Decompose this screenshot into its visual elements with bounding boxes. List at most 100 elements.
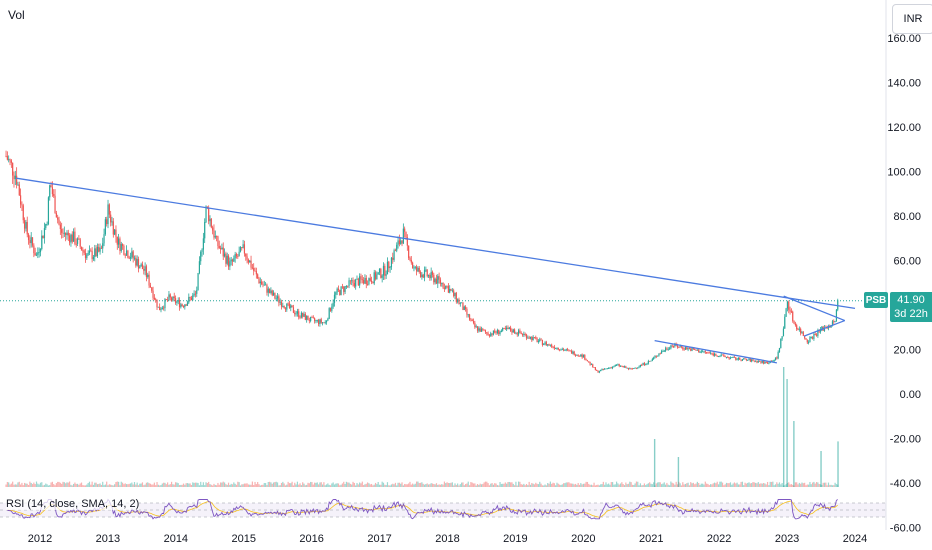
volume-bar bbox=[633, 484, 635, 487]
volume-bar bbox=[196, 482, 198, 487]
candle-body bbox=[131, 251, 133, 258]
volume-bar bbox=[173, 484, 175, 487]
volume-bar bbox=[381, 481, 383, 487]
candle-body bbox=[800, 328, 802, 334]
volume-bar bbox=[394, 482, 397, 487]
volume-bar bbox=[75, 483, 77, 487]
candle-body bbox=[86, 254, 88, 259]
candle-body bbox=[310, 316, 312, 321]
candle-body bbox=[214, 235, 216, 238]
candle-body bbox=[13, 175, 15, 180]
candle-body bbox=[593, 367, 595, 369]
candle-body bbox=[700, 351, 702, 353]
rsi-indicator-label[interactable]: RSI (14, close, SMA, 14, 2) bbox=[6, 498, 140, 510]
volume-label: Vol bbox=[8, 8, 25, 22]
candle-body bbox=[725, 356, 728, 358]
volume-bar bbox=[76, 483, 79, 487]
candle-body bbox=[811, 337, 814, 339]
candle-body bbox=[135, 257, 137, 266]
volume-bar bbox=[55, 483, 57, 487]
candle-body bbox=[631, 368, 634, 370]
volume-bar bbox=[324, 485, 326, 487]
candle-body bbox=[84, 252, 87, 259]
volume-spike bbox=[782, 367, 785, 487]
volume-bar bbox=[217, 482, 219, 487]
candle-body bbox=[286, 303, 288, 310]
volume-bar bbox=[698, 482, 700, 487]
volume-bar bbox=[646, 484, 648, 487]
candle-body bbox=[49, 185, 51, 198]
candle-body bbox=[529, 336, 532, 339]
volume-bar bbox=[325, 484, 328, 487]
volume-bar bbox=[531, 482, 533, 487]
candle-body bbox=[760, 361, 762, 363]
volume-bar bbox=[434, 484, 436, 487]
candle-body bbox=[604, 368, 606, 370]
candle-body bbox=[617, 364, 619, 366]
candle-body bbox=[496, 329, 498, 334]
candle-body bbox=[765, 362, 767, 363]
volume-bar bbox=[382, 482, 385, 487]
candle-body bbox=[511, 330, 513, 333]
y-tick-label: 160.00 bbox=[887, 33, 921, 45]
volume-bar bbox=[450, 482, 452, 487]
volume-bar bbox=[725, 482, 728, 487]
volume-bar bbox=[614, 484, 616, 487]
candle-body bbox=[683, 348, 685, 350]
volume-bar bbox=[418, 483, 420, 487]
volume-bar bbox=[82, 485, 84, 487]
candle-body bbox=[690, 348, 692, 351]
candle-body bbox=[782, 328, 785, 337]
volume-bar bbox=[110, 484, 112, 487]
volume-bar bbox=[532, 483, 534, 487]
volume-bar bbox=[223, 482, 226, 487]
candle-body bbox=[759, 360, 761, 362]
candle-body bbox=[169, 294, 171, 298]
volume-bar bbox=[717, 484, 720, 487]
volume-bar bbox=[45, 483, 47, 487]
volume-bar bbox=[503, 483, 505, 487]
candle-body bbox=[51, 187, 53, 195]
candle-body bbox=[545, 342, 547, 346]
candle-body bbox=[222, 247, 224, 257]
candle-body bbox=[160, 309, 162, 311]
candle-body bbox=[778, 347, 781, 352]
candle-body bbox=[212, 227, 214, 231]
candle-body bbox=[47, 197, 50, 224]
volume-bar bbox=[658, 482, 660, 487]
candle-body bbox=[831, 321, 834, 326]
candle-body bbox=[349, 280, 351, 282]
candle-body bbox=[504, 328, 506, 330]
volume-bar bbox=[208, 481, 210, 487]
volume-bar bbox=[405, 484, 407, 487]
volume-bar bbox=[617, 483, 619, 487]
volume-bar bbox=[438, 484, 440, 487]
volume-bar bbox=[443, 481, 446, 487]
trendlines[interactable] bbox=[16, 177, 856, 364]
volume-bar bbox=[641, 485, 643, 487]
candle-body bbox=[312, 317, 314, 319]
candle-body bbox=[196, 290, 198, 294]
volume-bar bbox=[451, 482, 453, 487]
volume-bar bbox=[335, 483, 337, 487]
volume-bar bbox=[597, 484, 599, 487]
volume-bar bbox=[808, 484, 810, 487]
volume-bar bbox=[737, 484, 740, 487]
candle-body bbox=[727, 356, 729, 358]
volume-bar bbox=[241, 484, 243, 487]
candle-body bbox=[682, 347, 684, 349]
volume-bar bbox=[647, 483, 649, 487]
currency-button[interactable]: INR bbox=[892, 4, 932, 34]
candle-body bbox=[601, 369, 603, 370]
volume-bar bbox=[475, 485, 477, 487]
volume-bar bbox=[178, 485, 181, 487]
volume-bar bbox=[303, 483, 305, 487]
candle-body bbox=[633, 368, 635, 370]
volume-bar bbox=[210, 484, 212, 487]
candle-body bbox=[295, 313, 297, 315]
volume-bar bbox=[16, 484, 18, 487]
candle-body bbox=[707, 352, 709, 354]
volume-bar bbox=[352, 481, 354, 487]
volume-bar bbox=[500, 483, 502, 487]
